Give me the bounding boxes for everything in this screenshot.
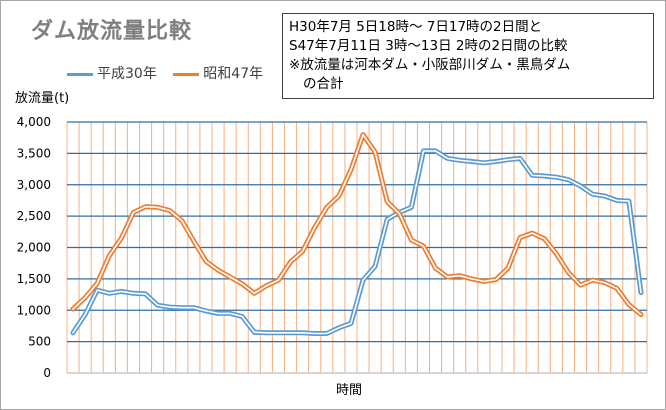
legend-label-s47: 昭和47年	[203, 66, 264, 82]
legend: 平成30年 昭和47年	[67, 63, 275, 83]
y-tick-label: 0	[43, 366, 51, 380]
chart-title: ダム放流量比較	[31, 19, 193, 44]
legend-item-s47: 昭和47年	[173, 63, 263, 83]
y-tick-label: 1,500	[17, 272, 51, 286]
series-line-inner-0	[72, 150, 642, 335]
x-axis-label: 時間	[335, 383, 362, 398]
legend-swatch-h30	[67, 72, 93, 76]
y-tick-label: 3,000	[17, 178, 51, 192]
note-line-2: S47年7月11日 3時～13日 2時の2日間の比較	[289, 38, 568, 54]
series-line-inner-1	[72, 133, 642, 316]
note-line-3: ※放流量は河本ダム・小阪部川ダム・黒鳥ダム	[289, 57, 571, 73]
y-tick-label: 500	[28, 335, 51, 349]
note-line-1: H30年7月 5日18時～ 7日17時の2日間と	[289, 19, 543, 35]
y-axis-label: 放流量(t)	[15, 91, 70, 106]
y-tick-label: 4,000	[17, 115, 51, 129]
y-tick-label: 2,000	[17, 241, 51, 255]
chart-annotation-box: H30年7月 5日18時～ 7日17時の2日間と S47年7月11日 3時～13…	[282, 13, 654, 99]
y-tick-label: 2,500	[17, 209, 51, 223]
note-line-4: の合計	[303, 76, 344, 92]
legend-label-h30: 平成30年	[97, 66, 157, 82]
y-tick-label: 1,000	[17, 303, 51, 317]
legend-swatch-s47	[173, 72, 200, 76]
legend-item-h30: 平成30年	[67, 63, 157, 83]
y-tick-label: 3,500	[17, 146, 51, 160]
